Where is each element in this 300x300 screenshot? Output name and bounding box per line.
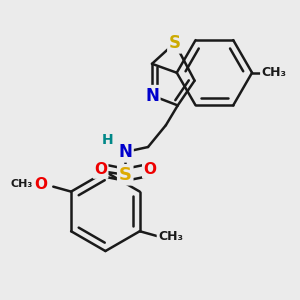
Text: CH₃: CH₃	[158, 230, 183, 243]
Text: S: S	[169, 34, 181, 52]
Text: CH₃: CH₃	[261, 66, 286, 79]
Text: O: O	[94, 162, 107, 177]
Text: O: O	[143, 162, 157, 177]
Text: H: H	[102, 133, 113, 147]
Text: N: N	[145, 86, 159, 104]
Text: CH₃: CH₃	[11, 179, 33, 189]
Text: O: O	[34, 177, 47, 192]
Text: S: S	[119, 166, 132, 184]
Text: N: N	[118, 143, 132, 161]
